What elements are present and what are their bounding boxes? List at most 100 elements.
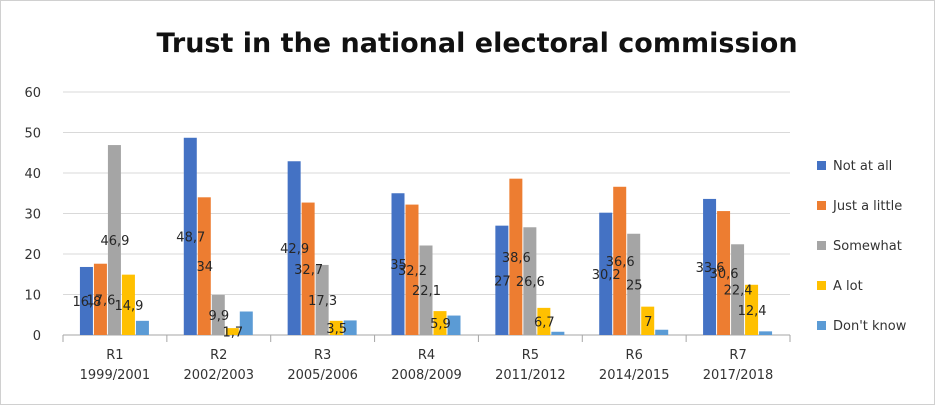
data-label: 30,2	[592, 268, 621, 283]
x-tick-label: 2002/2003	[184, 368, 255, 383]
data-label: 32,2	[398, 264, 427, 279]
y-tick-label: 30	[24, 208, 41, 223]
bar	[79, 266, 93, 335]
bar	[641, 306, 655, 335]
x-tick-label: 2011/2012	[495, 368, 566, 383]
legend-entry: A lot	[833, 279, 863, 294]
bar	[211, 294, 225, 335]
data-label: 32,7	[294, 263, 323, 278]
bar	[745, 284, 759, 335]
bar	[703, 198, 717, 335]
data-label: 17,6	[86, 293, 115, 308]
legend-entry: Just a little	[832, 199, 902, 214]
bars	[79, 137, 773, 335]
data-label: 33,6	[696, 261, 725, 276]
legend-entry: Don't know	[833, 319, 907, 334]
x-tick-label: R3	[314, 348, 331, 363]
bar	[447, 315, 461, 335]
bar	[343, 320, 357, 335]
bar	[107, 145, 121, 335]
x-tick-label: R6	[626, 348, 643, 363]
x-tick-label: 2014/2015	[599, 368, 670, 383]
data-label: 42,9	[280, 242, 309, 257]
bar	[315, 264, 329, 335]
data-label: 6,7	[534, 315, 555, 330]
data-labels: 16,8 48,7 42,9 35 27 30,2 33,6 17,6 34 32,7 32,2 38…	[72, 230, 766, 340]
bar	[523, 227, 537, 335]
x-tick-label: R5	[522, 348, 539, 363]
bar	[495, 225, 509, 335]
bar	[405, 204, 419, 335]
x-tick-label: R7	[729, 348, 746, 363]
bar	[329, 320, 343, 335]
y-tick-label: 50	[24, 127, 41, 142]
bar	[599, 212, 613, 335]
bar	[419, 245, 433, 335]
bar	[613, 186, 627, 335]
data-label: 17,3	[308, 294, 337, 309]
bar	[239, 311, 253, 335]
bar	[627, 233, 641, 335]
data-label: 26,6	[516, 275, 545, 290]
bar	[655, 329, 669, 335]
legend-swatch	[817, 321, 826, 330]
data-label: 1,7	[222, 326, 243, 341]
legend-swatch	[817, 281, 826, 290]
data-label: 22,1	[412, 284, 441, 299]
bar	[225, 328, 239, 335]
bar	[509, 178, 523, 335]
x-tick-label: R2	[210, 348, 227, 363]
data-label: 22,4	[724, 284, 753, 299]
data-label: 35	[390, 258, 407, 273]
bar	[717, 211, 731, 335]
bar	[93, 263, 107, 335]
data-label: 3,5	[326, 322, 347, 337]
y-tick-label: 60	[24, 86, 41, 101]
data-label: 5,9	[430, 317, 451, 332]
x-tick-label: 1999/2001	[80, 368, 151, 383]
bar	[433, 311, 447, 335]
data-label: 46,9	[100, 234, 129, 249]
y-tick-label: 0	[33, 329, 41, 344]
data-label: 9,9	[208, 309, 229, 324]
data-label: 12,4	[738, 304, 767, 319]
data-label: 14,9	[114, 299, 143, 314]
data-label: 48,7	[176, 230, 205, 245]
bar	[135, 320, 149, 335]
data-label: 38,6	[502, 251, 531, 266]
legend-swatch	[817, 241, 826, 250]
data-label: 7	[644, 315, 652, 330]
data-label: 30,6	[710, 267, 739, 282]
data-label: 34	[197, 260, 214, 275]
y-tick-label: 10	[24, 289, 41, 304]
x-tick-label: 2008/2009	[391, 368, 462, 383]
bar	[121, 274, 135, 335]
bar	[537, 307, 551, 335]
bar	[301, 202, 315, 335]
data-label: 25	[626, 278, 643, 293]
data-label: 36,6	[606, 255, 635, 270]
bar	[759, 331, 773, 335]
chart-title: Trust in the national electoral commissi…	[156, 28, 797, 59]
legend: Not at all Just a little Somewhat A lot Don'…	[817, 159, 907, 334]
x-tick-label: R1	[106, 348, 123, 363]
legend-entry: Not at all	[833, 159, 892, 174]
bar	[183, 137, 197, 335]
data-label: 16,8	[72, 295, 101, 310]
data-label: 27	[494, 274, 511, 289]
x-tick-label: R4	[418, 348, 435, 363]
bar	[287, 161, 301, 335]
bar	[551, 331, 565, 335]
x-tick-label: 2017/2018	[703, 368, 774, 383]
bar	[391, 193, 405, 335]
y-tick-label: 40	[24, 167, 41, 182]
x-tick-label: 2005/2006	[287, 368, 358, 383]
legend-swatch	[817, 161, 826, 170]
legend-swatch	[817, 201, 826, 210]
y-tick-label: 20	[24, 248, 41, 263]
legend-entry: Somewhat	[833, 239, 902, 254]
bar	[197, 197, 211, 335]
